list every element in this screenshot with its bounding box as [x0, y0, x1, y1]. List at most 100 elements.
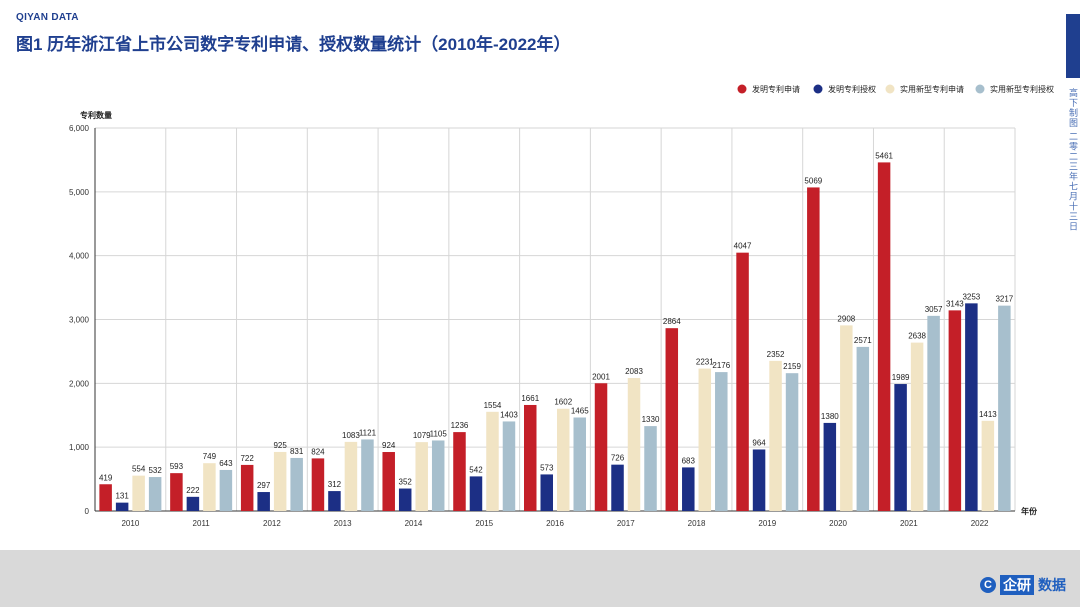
- x-tick-label: 2018: [688, 519, 706, 528]
- bar: [170, 473, 183, 511]
- data-label: 532: [148, 466, 162, 475]
- data-label: 2159: [783, 362, 801, 371]
- x-tick-label: 2019: [758, 519, 776, 528]
- data-label: 925: [273, 441, 287, 450]
- data-label: 542: [469, 465, 483, 474]
- bar: [785, 373, 799, 511]
- bar: [240, 464, 254, 511]
- bar: [486, 411, 499, 511]
- x-tick-label: 2012: [263, 519, 281, 528]
- bar: [927, 315, 940, 511]
- legend-swatch: [813, 84, 823, 94]
- bar: [502, 421, 516, 511]
- data-label: 1330: [642, 415, 660, 424]
- data-label: 3253: [962, 292, 980, 301]
- data-label: 1380: [821, 412, 839, 421]
- data-label: 573: [540, 463, 554, 472]
- logo-name: 企研: [1000, 575, 1034, 595]
- data-label: 2864: [663, 317, 681, 326]
- x-tick-label: 2011: [193, 519, 211, 528]
- y-tick-label: 3,000: [69, 316, 90, 325]
- data-label: 1465: [571, 406, 589, 415]
- side-accent-band: [1066, 14, 1080, 78]
- bar: [203, 463, 216, 511]
- data-label: 1236: [451, 421, 469, 430]
- legend-label: 实用新型专利申请: [900, 84, 964, 94]
- bar: [382, 452, 395, 511]
- bar: [328, 491, 341, 511]
- data-label: 1413: [979, 410, 997, 419]
- legend-label: 实用新型专利授权: [990, 84, 1054, 94]
- bar: [736, 252, 749, 511]
- brand-label: QIYAN DATA: [16, 12, 79, 23]
- legend-swatch: [975, 84, 985, 94]
- data-label: 1083: [342, 431, 360, 440]
- bar: [682, 467, 695, 511]
- bar: [627, 378, 641, 511]
- data-label: 5069: [804, 176, 822, 185]
- bar: [415, 442, 428, 511]
- data-label: 722: [240, 454, 254, 463]
- x-tick-label: 2020: [829, 519, 847, 528]
- bar: [344, 441, 358, 511]
- bar: [540, 474, 553, 511]
- data-label: 593: [170, 462, 184, 471]
- data-label: 1121: [359, 428, 377, 437]
- x-tick-label: 2015: [475, 519, 493, 528]
- data-label: 1602: [554, 398, 572, 407]
- bar: [573, 417, 586, 511]
- data-label: 2638: [908, 332, 926, 341]
- data-label: 419: [99, 473, 113, 482]
- y-tick-label: 5,000: [69, 188, 90, 197]
- company-logo: C 企研 数据: [980, 575, 1066, 595]
- legend-swatch: [737, 84, 747, 94]
- data-label: 1079: [413, 431, 431, 440]
- data-label: 1661: [521, 394, 539, 403]
- x-tick-label: 2017: [617, 519, 635, 528]
- data-label: 726: [611, 454, 625, 463]
- data-label: 2352: [767, 350, 785, 359]
- logo-mark-icon: C: [980, 577, 996, 593]
- bar: [894, 384, 907, 511]
- data-label: 2176: [712, 361, 730, 370]
- logo-suffix: 数据: [1038, 577, 1066, 593]
- bar: [257, 492, 270, 511]
- data-label: 2908: [837, 314, 855, 323]
- data-label: 3057: [925, 305, 943, 314]
- bar: [665, 328, 679, 511]
- data-label: 643: [219, 459, 233, 468]
- x-axis-label: 年份: [1021, 506, 1038, 516]
- bar: [807, 187, 820, 511]
- data-label: 222: [186, 486, 200, 495]
- y-tick-label: 1,000: [69, 443, 90, 452]
- bar: [965, 303, 978, 511]
- bar: [273, 451, 287, 511]
- legend-label: 发明专利申请: [752, 84, 800, 94]
- bar: [186, 496, 200, 511]
- data-label: 2231: [696, 358, 714, 367]
- data-label: 5461: [875, 151, 893, 160]
- bar: [594, 383, 608, 511]
- data-label: 3217: [995, 295, 1013, 304]
- bar: [910, 342, 924, 511]
- data-label: 2001: [592, 372, 610, 381]
- y-tick-label: 6,000: [69, 124, 90, 133]
- y-tick-label: 0: [85, 507, 90, 516]
- bar: [698, 368, 712, 511]
- bar: [769, 360, 782, 511]
- bar: [290, 457, 303, 511]
- x-tick-label: 2021: [900, 519, 918, 528]
- data-label: 1105: [430, 429, 448, 438]
- x-tick-label: 2014: [405, 519, 423, 528]
- bar: [856, 346, 870, 511]
- legend-label: 发明专利授权: [828, 84, 876, 94]
- legend-swatch: [885, 84, 895, 94]
- bar: [99, 484, 112, 511]
- bar: [219, 469, 233, 511]
- bar: [823, 422, 837, 511]
- data-label: 1403: [500, 410, 518, 419]
- bar: [840, 325, 853, 511]
- data-label: 831: [290, 447, 304, 456]
- bar: [132, 475, 145, 511]
- bar: [115, 502, 129, 511]
